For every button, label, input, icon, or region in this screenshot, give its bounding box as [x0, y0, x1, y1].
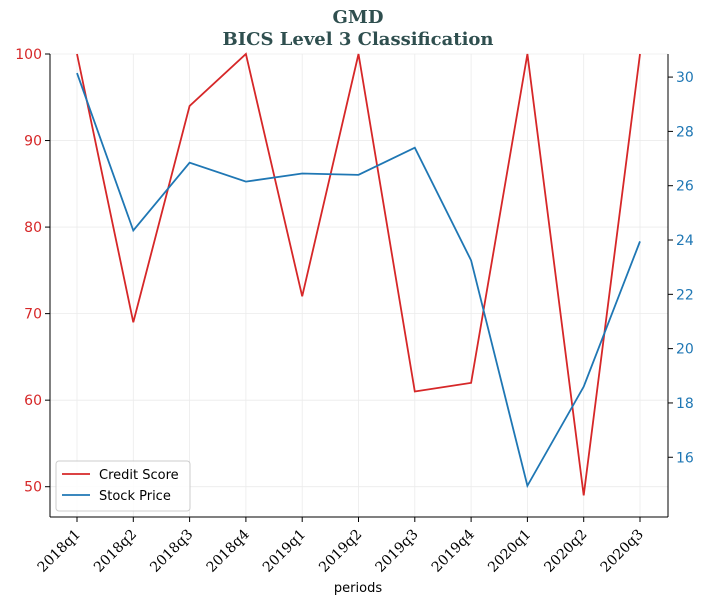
x-axis-label: periods	[334, 581, 382, 596]
right-tick-label: 22	[676, 287, 694, 303]
series-line-credit-score	[76, 52, 641, 496]
x-tick-label: 2018q3	[147, 527, 196, 576]
left-tick-label: 80	[24, 220, 42, 236]
right-tick-label: 24	[676, 233, 694, 249]
left-tick-label: 60	[24, 393, 42, 409]
legend-label: Stock Price	[99, 489, 171, 504]
x-tick-label: 2019q2	[316, 527, 365, 576]
right-tick-label: 26	[676, 179, 694, 195]
x-tick-label: 2020q2	[541, 527, 590, 576]
right-tick-label: 18	[676, 396, 694, 412]
legend-label: Credit Score	[99, 468, 179, 483]
series-layer	[76, 52, 641, 496]
x-tick-label: 2018q1	[35, 527, 84, 576]
right-tick-label: 20	[676, 342, 694, 358]
x-tick-label: 2019q4	[429, 526, 478, 575]
chart-subtitle: BICS Level 3 Classification	[222, 29, 493, 50]
right-tick-label: 28	[676, 124, 694, 140]
series-line-stock-price	[76, 72, 641, 489]
x-tick-label: 2018q4	[204, 526, 253, 575]
x-tick-label: 2018q2	[91, 527, 140, 576]
left-tick-label: 90	[24, 134, 42, 150]
x-tick-label: 2019q1	[260, 527, 309, 576]
left-tick-label: 50	[24, 480, 42, 496]
x-tick-label: 2020q1	[485, 527, 534, 576]
legend: Credit Score Stock Price	[55, 460, 191, 512]
right-tick-label: 30	[676, 70, 694, 86]
right-tick-label: 16	[676, 450, 694, 466]
left-tick-label: 100	[15, 47, 42, 63]
chart-title: GMD	[333, 7, 384, 28]
x-tick-label: 2019q3	[372, 527, 421, 576]
left-tick-label: 70	[24, 307, 42, 323]
x-tick-label: 2020q3	[598, 527, 647, 576]
